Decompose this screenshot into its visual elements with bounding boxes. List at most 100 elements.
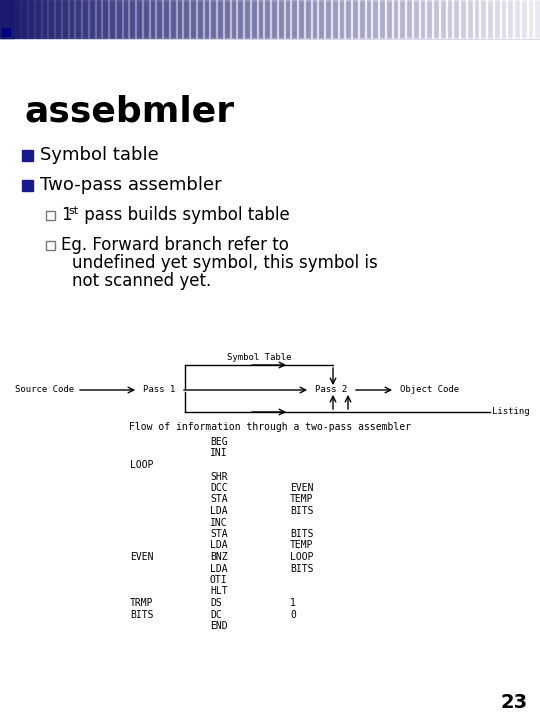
Bar [284, 0, 291, 38]
Bar [384, 0, 393, 38]
Text: OTI: OTI [210, 575, 228, 585]
Bar [33, 0, 42, 38]
Bar [438, 0, 447, 38]
Bar [378, 0, 386, 38]
Bar [223, 0, 231, 38]
Bar [264, 0, 271, 38]
Bar [318, 0, 325, 38]
Bar [426, 0, 433, 38]
Text: BITS: BITS [290, 564, 314, 574]
Bar [183, 0, 190, 38]
Bar [135, 0, 143, 38]
Bar [270, 0, 278, 38]
Bar [108, 0, 116, 38]
Bar [46, 241, 55, 250]
Bar [534, 0, 540, 38]
Bar [357, 0, 366, 38]
Text: Source Code: Source Code [15, 385, 74, 395]
Text: SHR: SHR [210, 472, 228, 482]
Text: 1: 1 [61, 206, 72, 224]
Text: DCC: DCC [210, 483, 228, 493]
Text: BITS: BITS [290, 529, 314, 539]
Text: BITS: BITS [290, 506, 314, 516]
Bar [372, 0, 379, 38]
Bar [210, 0, 217, 38]
Text: Listing: Listing [492, 408, 530, 416]
Text: Symbol table: Symbol table [40, 146, 159, 164]
Bar [0, 0, 8, 38]
Bar [141, 0, 150, 38]
Bar [330, 0, 339, 38]
Text: TEMP: TEMP [290, 541, 314, 551]
Bar [22, 150, 33, 161]
Bar [168, 0, 177, 38]
Bar [405, 0, 413, 38]
Bar [162, 0, 170, 38]
Bar [0, 0, 540, 38]
Bar [446, 0, 453, 38]
Text: END: END [210, 621, 228, 631]
Bar [291, 0, 298, 38]
Bar [129, 0, 136, 38]
Bar [114, 0, 123, 38]
Bar [68, 0, 75, 38]
Text: undefined yet symbol, this symbol is: undefined yet symbol, this symbol is [72, 254, 378, 272]
Bar [22, 180, 33, 191]
Text: TEMP: TEMP [290, 495, 314, 505]
Text: STA: STA [210, 529, 228, 539]
Bar [2, 28, 10, 36]
Text: LOOP: LOOP [130, 460, 153, 470]
Bar [237, 0, 244, 38]
Bar [256, 0, 264, 38]
Bar [21, 0, 28, 38]
Text: not scanned yet.: not scanned yet. [72, 272, 211, 290]
Bar [526, 0, 534, 38]
Bar [472, 0, 480, 38]
Text: 23: 23 [501, 693, 528, 712]
Text: 0: 0 [290, 610, 296, 619]
Bar [519, 0, 528, 38]
Bar [75, 0, 82, 38]
Text: TRMP: TRMP [130, 598, 153, 608]
Bar [195, 0, 204, 38]
Text: Pass 2: Pass 2 [315, 385, 347, 395]
Bar [480, 0, 487, 38]
Text: st: st [68, 206, 78, 216]
Text: INC: INC [210, 518, 228, 528]
Bar [493, 0, 501, 38]
Text: 1: 1 [290, 598, 296, 608]
Bar [102, 0, 109, 38]
Bar [297, 0, 305, 38]
Bar [459, 0, 467, 38]
Bar [27, 0, 35, 38]
Bar [54, 0, 62, 38]
Bar [418, 0, 426, 38]
Text: DS: DS [210, 598, 222, 608]
Text: pass builds symbol table: pass builds symbol table [79, 206, 290, 224]
Bar [277, 0, 285, 38]
Bar [46, 211, 55, 220]
Bar [156, 0, 163, 38]
Bar [338, 0, 345, 38]
Bar [507, 0, 514, 38]
Bar [148, 0, 156, 38]
Bar [0, 0, 14, 38]
Text: Pass 1: Pass 1 [143, 385, 176, 395]
Bar [243, 0, 251, 38]
Text: BITS: BITS [130, 610, 153, 619]
Text: INI: INI [210, 449, 228, 459]
Bar [432, 0, 440, 38]
Bar [364, 0, 372, 38]
Text: Symbol Table: Symbol Table [227, 353, 291, 362]
Bar [6, 0, 15, 38]
Text: DC: DC [210, 610, 222, 619]
Bar [500, 0, 507, 38]
Text: Flow of information through a two-pass assembler: Flow of information through a two-pass a… [129, 422, 411, 432]
Text: Eg. Forward branch refer to: Eg. Forward branch refer to [61, 236, 289, 254]
Bar [324, 0, 332, 38]
Bar [303, 0, 312, 38]
Bar [40, 0, 48, 38]
Bar [486, 0, 494, 38]
Bar [176, 0, 183, 38]
Text: Two-pass assembler: Two-pass assembler [40, 176, 221, 194]
